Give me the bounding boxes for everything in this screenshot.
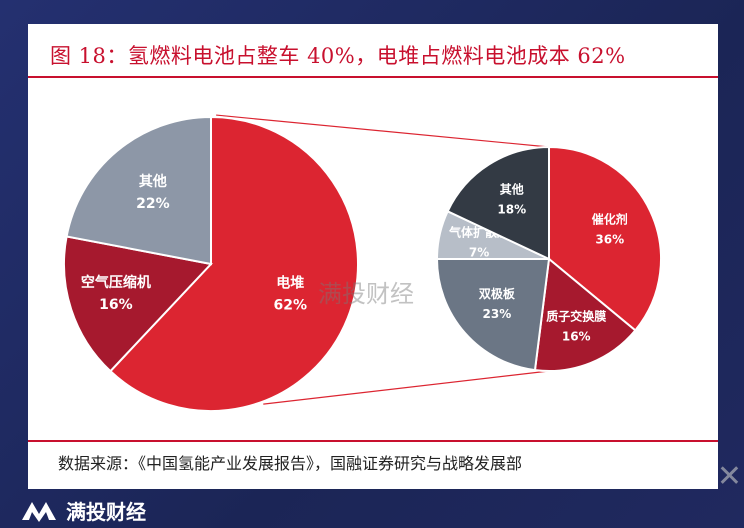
breakdown-pie-slice-label: 催化剂 xyxy=(592,211,628,226)
figure-card: 图 18：氢燃料电池占整车 40%，电堆占燃料电池成本 62% 电堆 62% 空气压… xyxy=(28,24,718,489)
breakdown-pie-slice xyxy=(548,145,662,332)
title-divider xyxy=(28,76,718,78)
watermark-x-icon: ✕ xyxy=(716,459,742,494)
connector-line-bottom xyxy=(263,370,550,405)
connector-line-top xyxy=(216,114,550,148)
main-pie-slice-label: 电堆 xyxy=(276,274,304,291)
breakdown-pie-slice-label: 双极板 xyxy=(479,286,516,301)
pie-chart-area: 电堆62%空气压缩机16%其他22%催化剂36%质子交换膜16%双极板23%气体… xyxy=(63,114,662,412)
footer-brand: 满投财经 xyxy=(20,496,146,524)
breakdown-pie-slice-value: 23% xyxy=(483,307,512,321)
main-pie-slice-value: 22% xyxy=(136,196,170,212)
source-divider xyxy=(28,440,718,442)
breakdown-pie-slice xyxy=(533,257,637,372)
breakdown-pie-slice-value: 18% xyxy=(497,202,526,216)
breakdown-pie-slice xyxy=(446,145,550,261)
breakdown-pie-slice-label: 质子交换膜 xyxy=(546,309,606,324)
watermark-text: 满投财经 xyxy=(318,280,414,308)
main-pie-slice xyxy=(63,235,213,373)
breakdown-pie-slice-value: 7% xyxy=(469,245,489,259)
breakdown-pie-slice-value: 16% xyxy=(562,330,591,344)
figure-title: 图 18：氢燃料电池占整车 40%，电堆占燃料电池成本 62% xyxy=(50,44,626,68)
main-pie-slice-value: 62% xyxy=(274,297,308,313)
breakdown-pie-slice xyxy=(435,258,551,372)
main-pie-slice xyxy=(65,115,212,266)
source-note: 数据来源：《中国氢能产业发展报告》，国融证券研究与战略发展部 xyxy=(58,454,523,473)
main-pie-slice-value: 16% xyxy=(99,297,133,313)
main-pie-slice-label: 空气压缩机 xyxy=(81,274,151,291)
breakdown-pie-slice-value: 36% xyxy=(595,232,624,246)
main-pie-slice xyxy=(108,115,359,412)
breakdown-pie-slice-label: 其他 xyxy=(500,181,524,196)
main-pie-slice-label: 其他 xyxy=(139,173,167,190)
brand-logo-icon xyxy=(22,502,56,522)
footer-brand-text: 满投财经 xyxy=(66,499,146,524)
